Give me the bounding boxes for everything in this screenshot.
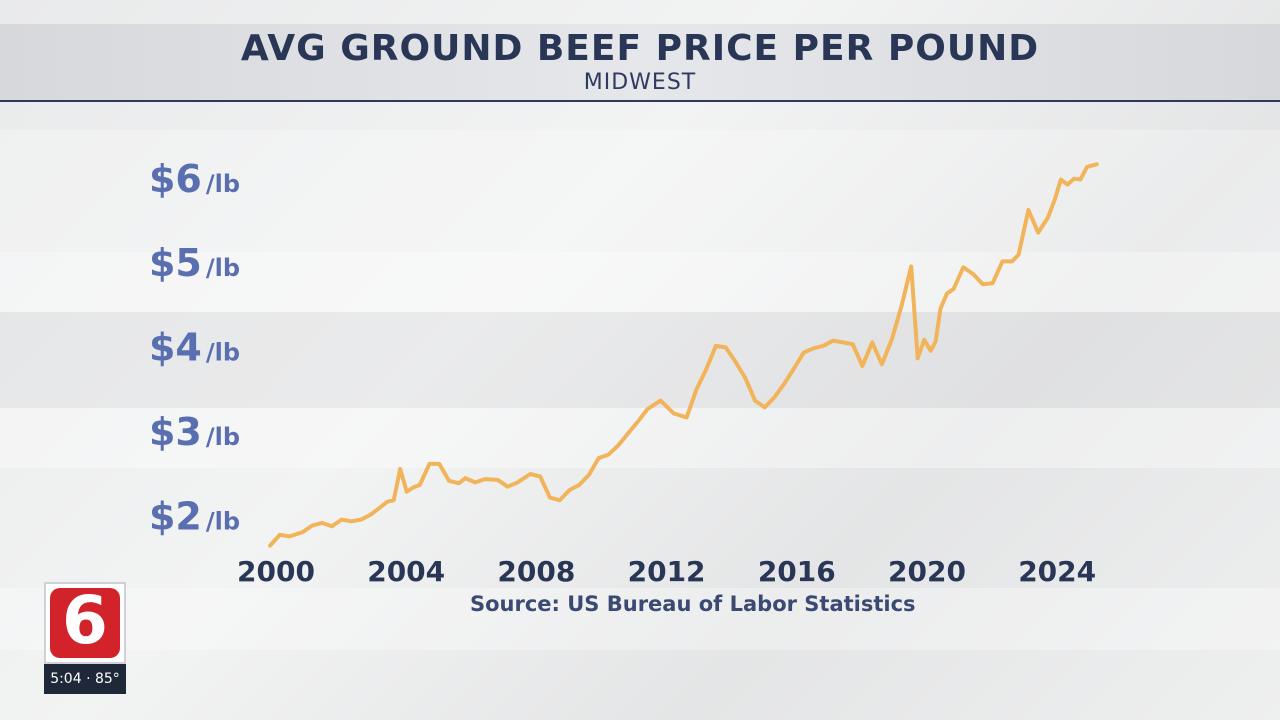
x-tick-label: 2020 <box>888 555 966 588</box>
series-line <box>268 162 1099 548</box>
x-axis-ticks: 2000 2004 2008 2012 2016 2020 2024 <box>237 555 1096 588</box>
station-logo-number: 6 <box>62 582 108 659</box>
title-bar <box>0 24 1280 102</box>
source-note: Source: US Bureau of Labor Statistics <box>470 592 916 616</box>
y-tick-label: $3/lb <box>149 410 240 454</box>
background-band <box>0 588 1280 650</box>
background-band <box>0 130 1280 252</box>
chart-title: AVG GROUND BEEF PRICE PER POUND <box>240 28 1040 69</box>
x-tick-label: 2000 <box>237 555 315 588</box>
station-logo: 6 <box>44 582 126 664</box>
x-tick-label: 2016 <box>758 555 836 588</box>
background-band <box>0 312 1280 408</box>
station-logo-badge: 6 <box>50 582 120 659</box>
x-tick-label: 2008 <box>497 555 575 588</box>
y-axis-ticks: $2/lb $3/lb $4/lb $5/lb $6/lb <box>149 157 240 539</box>
x-tick-label: 2024 <box>1018 555 1096 588</box>
background-band <box>0 252 1280 312</box>
y-tick-label: $2/lb <box>149 494 240 538</box>
chart-subtitle: MIDWEST <box>583 70 697 95</box>
x-tick-label: 2012 <box>628 555 706 588</box>
y-tick-label: $4/lb <box>149 326 240 370</box>
time-temperature: 5:04 · 85° <box>44 664 126 694</box>
x-tick-label: 2004 <box>367 555 445 588</box>
y-tick-label: $6/lb <box>149 157 240 201</box>
y-tick-label: $5/lb <box>149 241 240 285</box>
